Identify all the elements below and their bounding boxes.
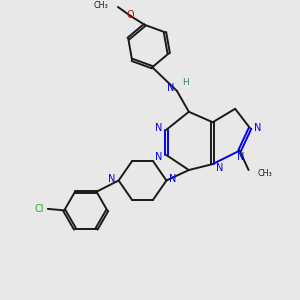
- Text: N: N: [237, 152, 245, 162]
- Text: N: N: [216, 163, 223, 173]
- Text: CH₃: CH₃: [258, 169, 272, 178]
- Text: N: N: [155, 152, 163, 162]
- Text: CH₃: CH₃: [94, 1, 108, 10]
- Text: Cl: Cl: [35, 204, 44, 214]
- Text: N: N: [167, 83, 175, 93]
- Text: N: N: [254, 123, 261, 133]
- Text: O: O: [127, 10, 134, 20]
- Text: N: N: [169, 174, 177, 184]
- Text: N: N: [108, 174, 116, 184]
- Text: N: N: [155, 123, 163, 133]
- Text: H: H: [182, 78, 189, 87]
